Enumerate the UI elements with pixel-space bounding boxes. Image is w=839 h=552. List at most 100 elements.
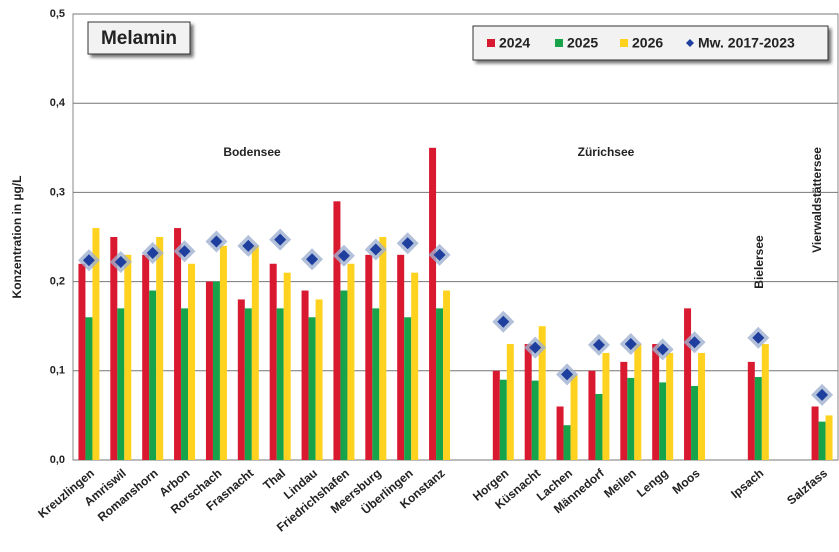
bar xyxy=(761,344,769,460)
bar xyxy=(570,375,578,460)
bar xyxy=(283,272,291,460)
marker xyxy=(82,254,95,267)
bar xyxy=(506,344,514,460)
bar xyxy=(492,370,500,460)
bar xyxy=(652,344,660,460)
x-tick-label: Lengg xyxy=(634,466,671,500)
bar xyxy=(754,377,762,460)
bar xyxy=(620,361,628,460)
legend-label: Mw. 2017-2023 xyxy=(698,35,795,51)
legend-swatch xyxy=(487,39,495,47)
bar xyxy=(443,290,451,460)
marker xyxy=(688,336,701,349)
bar xyxy=(219,245,227,460)
annotation: Bodensee xyxy=(223,145,281,159)
y-axis-label: Konzentration in µg/L xyxy=(10,176,24,299)
x-tick-label: Moos xyxy=(670,466,703,497)
bar xyxy=(365,254,373,460)
bar xyxy=(818,421,826,460)
y-tick-label: 0,5 xyxy=(50,8,65,20)
bar xyxy=(556,406,564,460)
bar xyxy=(340,290,348,460)
bar xyxy=(499,379,507,460)
bar xyxy=(684,308,692,460)
marker xyxy=(242,239,255,252)
bar xyxy=(85,317,93,460)
legend-marker xyxy=(686,39,694,47)
bar xyxy=(524,344,532,460)
bar xyxy=(436,308,444,460)
bar xyxy=(205,281,213,460)
bar xyxy=(315,299,323,460)
annotation: Zürichsee xyxy=(578,145,635,159)
marker xyxy=(369,243,382,256)
bar xyxy=(691,385,699,460)
bar xyxy=(563,425,571,460)
bar xyxy=(124,254,132,460)
bar xyxy=(308,317,316,460)
y-tick-label: 0,0 xyxy=(50,454,65,466)
bar xyxy=(156,237,164,460)
x-tick-label: Ipsach xyxy=(728,466,766,501)
annotation: Vierwaldstättersee xyxy=(810,147,824,253)
bar xyxy=(142,254,150,460)
bar xyxy=(588,370,596,460)
bar xyxy=(174,228,182,460)
bar xyxy=(538,326,546,460)
legend-label: 2026 xyxy=(632,35,663,51)
bar xyxy=(397,254,405,460)
legend-swatch xyxy=(620,39,628,47)
plot-area xyxy=(72,13,839,461)
bar xyxy=(659,382,667,460)
marker xyxy=(433,248,446,261)
marker xyxy=(210,235,223,248)
bar xyxy=(602,352,610,460)
bar xyxy=(251,245,259,460)
marker xyxy=(306,253,319,266)
bar xyxy=(429,147,437,461)
y-tick-label: 0,2 xyxy=(50,276,65,288)
bar xyxy=(333,201,341,460)
bar xyxy=(747,361,755,460)
annotation: Bielersee xyxy=(752,235,766,289)
bar xyxy=(347,263,355,460)
bar xyxy=(181,308,189,460)
bar xyxy=(188,263,196,460)
legend-label: 2024 xyxy=(499,35,530,51)
chart-title: Melamin xyxy=(101,28,177,49)
bar xyxy=(92,228,100,460)
bar xyxy=(301,290,309,460)
title-box xyxy=(87,21,191,55)
bar xyxy=(269,263,277,460)
marker xyxy=(529,341,542,354)
bar xyxy=(237,299,245,460)
bar xyxy=(811,406,819,460)
bar xyxy=(117,308,125,460)
bar xyxy=(372,308,380,460)
marker xyxy=(146,247,159,260)
bar xyxy=(379,237,387,460)
bar xyxy=(212,281,220,460)
x-tick-label: Meilen xyxy=(601,466,639,501)
bar xyxy=(634,344,642,460)
bar xyxy=(404,317,412,460)
marker xyxy=(337,249,350,262)
legend-label: 2025 xyxy=(567,35,598,51)
bar xyxy=(531,380,539,460)
bar xyxy=(595,393,603,460)
bar xyxy=(78,263,86,460)
y-tick-label: 0,1 xyxy=(50,365,65,377)
legend-box xyxy=(472,25,829,61)
bar xyxy=(627,377,635,460)
bar xyxy=(666,352,674,460)
marker xyxy=(816,388,829,401)
bar xyxy=(276,308,284,460)
y-tick-label: 0,4 xyxy=(50,97,66,109)
bar xyxy=(149,290,157,460)
marker xyxy=(497,315,510,328)
marker xyxy=(114,255,127,268)
marker xyxy=(752,331,765,344)
bar xyxy=(244,308,252,460)
y-tick-label: 0,3 xyxy=(50,186,65,198)
